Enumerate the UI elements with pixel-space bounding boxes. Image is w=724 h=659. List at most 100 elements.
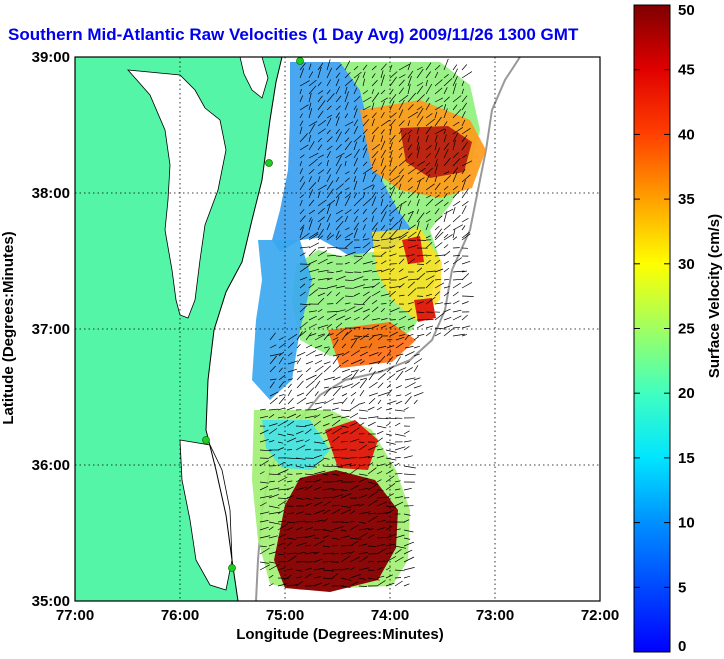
x-tick-label: 75:00 <box>266 607 304 624</box>
velocity-vector <box>295 477 304 483</box>
velocity-vector <box>380 204 389 215</box>
velocity-vector <box>380 157 384 167</box>
velocity-vector <box>367 445 379 451</box>
velocity-vector <box>340 509 352 515</box>
colorbar-tick-label: 5 <box>678 579 686 596</box>
velocity-vector <box>398 326 405 329</box>
velocity-vector <box>358 577 366 580</box>
velocity-vector <box>308 242 320 249</box>
velocity-vector <box>403 583 410 587</box>
velocity-vector <box>434 199 444 207</box>
velocity-vector <box>404 377 416 381</box>
velocity-vector <box>371 185 375 191</box>
chesapeake-bay <box>127 69 227 319</box>
velocity-vector <box>335 296 344 305</box>
velocity-vector <box>407 83 411 95</box>
velocity-vector <box>331 573 339 579</box>
velocity-vector <box>259 485 269 491</box>
velocity-vector <box>295 536 307 539</box>
velocity-vector <box>286 542 293 547</box>
velocity-vector <box>296 397 307 405</box>
station-marker-2 <box>265 159 273 167</box>
velocity-vector <box>259 564 271 571</box>
velocity-vector <box>376 448 384 451</box>
velocity-vector <box>416 220 420 231</box>
velocity-vector <box>358 556 369 563</box>
velocity-vector <box>403 541 415 547</box>
velocity-vector <box>371 207 378 215</box>
velocity-vector <box>394 534 405 539</box>
velocity-vector <box>268 423 278 427</box>
velocity-vector <box>305 332 312 341</box>
velocity-vector <box>299 168 303 175</box>
velocity-vector <box>353 119 359 127</box>
velocity-vector <box>299 316 305 321</box>
velocity-vector <box>461 174 471 183</box>
velocity-vector <box>344 121 354 127</box>
velocity-vector <box>434 65 441 71</box>
velocity-vector <box>335 63 342 71</box>
velocity-vector <box>277 419 289 427</box>
velocity-vector <box>341 397 348 405</box>
velocity-vector <box>403 430 410 435</box>
velocity-vector <box>268 505 280 509</box>
velocity-vector <box>416 68 424 79</box>
velocity-vector <box>398 268 404 273</box>
velocity-vector <box>353 246 361 249</box>
velocity-vector <box>304 423 314 427</box>
velocity-vector <box>268 493 280 499</box>
velocity-vector <box>425 71 431 79</box>
velocity-vector <box>407 144 413 151</box>
velocity-vector <box>377 399 382 405</box>
velocity-vector <box>367 528 374 531</box>
velocity-vector <box>313 414 321 419</box>
velocity-vector <box>326 333 334 337</box>
velocity-vector <box>380 97 388 103</box>
velocity-vector <box>341 373 353 381</box>
velocity-vector <box>407 92 417 103</box>
velocity-vector <box>299 246 310 249</box>
velocity-vector <box>407 177 413 183</box>
velocity-vector <box>326 323 333 329</box>
velocity-vector <box>358 487 369 491</box>
velocity-field <box>252 62 486 592</box>
velocity-vector <box>277 441 283 444</box>
x-axis-label: Longitude (Degrees:Minutes) <box>236 626 444 643</box>
velocity-vector <box>335 220 344 231</box>
velocity-vector <box>371 174 377 183</box>
velocity-vector <box>313 479 322 483</box>
velocity-vector <box>407 258 416 265</box>
velocity-vector <box>389 221 399 231</box>
velocity-vector <box>413 353 420 357</box>
velocity-vector <box>389 125 393 135</box>
velocity-vector <box>385 493 394 499</box>
velocity-vector <box>326 313 337 321</box>
velocity-vector <box>268 408 279 411</box>
velocity-vector <box>353 65 359 71</box>
velocity-vector <box>362 295 371 305</box>
velocity-vector <box>416 209 420 215</box>
velocity-vector <box>335 86 341 95</box>
velocity-vector <box>394 409 405 412</box>
velocity-vector <box>461 205 467 215</box>
velocity-vector <box>358 417 367 420</box>
velocity-vector <box>461 88 464 95</box>
velocity-vector <box>295 511 305 515</box>
velocity-vector <box>416 167 426 175</box>
velocity-vector <box>277 416 285 419</box>
velocity-vector <box>349 524 359 531</box>
velocity-vector <box>407 254 415 257</box>
velocity-vector <box>443 134 447 143</box>
velocity-vector <box>353 257 363 265</box>
velocity-vector <box>313 420 322 427</box>
velocity-vector <box>380 251 387 257</box>
velocity-vector <box>314 401 327 405</box>
velocity-vector <box>376 526 386 531</box>
velocity-vector <box>353 167 358 175</box>
velocity-vector <box>371 158 376 167</box>
velocity-vector <box>371 134 375 143</box>
velocity-vector <box>443 193 448 199</box>
y-tick-label: 38:00 <box>32 185 70 202</box>
velocity-vector <box>349 537 362 540</box>
grid-lines <box>75 57 600 601</box>
